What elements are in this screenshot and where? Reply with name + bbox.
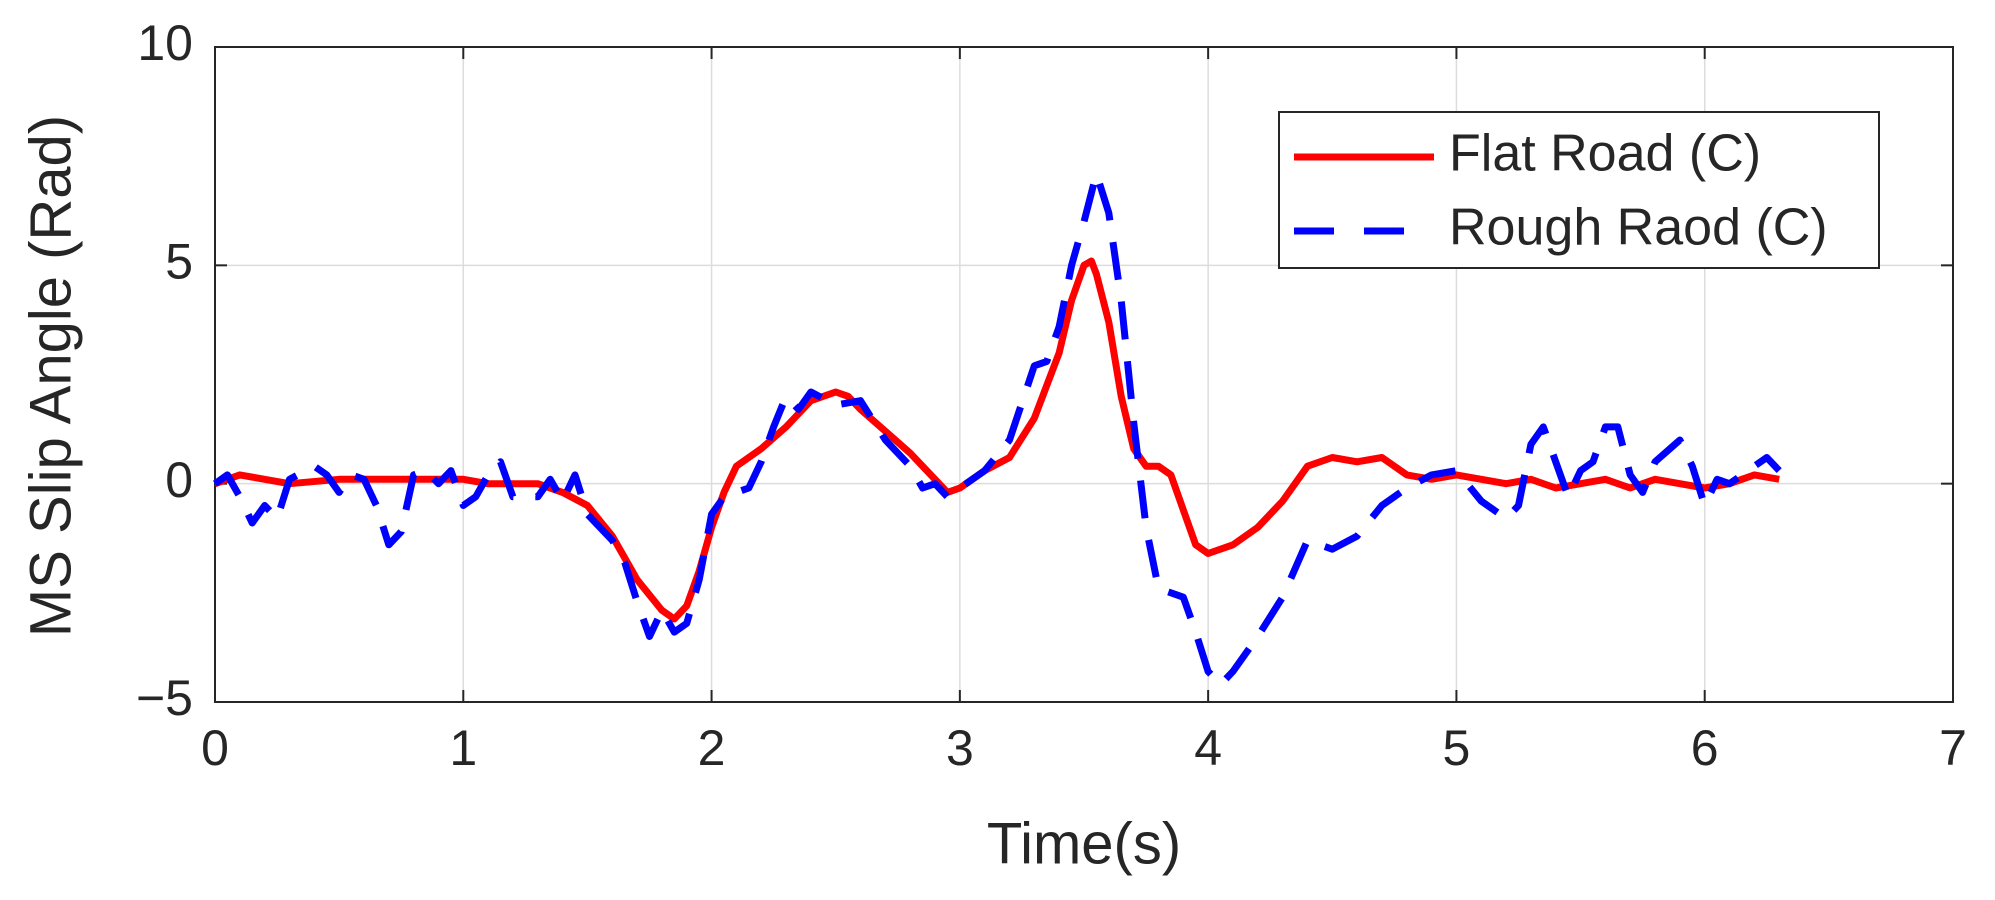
x-tick-label: 6 xyxy=(1691,720,1719,776)
y-tick-label: 10 xyxy=(137,15,193,71)
plot-frame xyxy=(214,46,1954,703)
x-tick-label: 0 xyxy=(201,720,229,776)
x-axis-label: Time(s) xyxy=(987,811,1181,876)
x-tick-label: 2 xyxy=(698,720,726,776)
data-line xyxy=(212,170,1782,688)
x-tick-label: 3 xyxy=(946,720,974,776)
x-tick-label: 7 xyxy=(1939,720,1967,776)
y-tick-label: −5 xyxy=(136,670,193,726)
legend-box xyxy=(1278,111,1880,269)
x-tick-label: 5 xyxy=(1443,720,1471,776)
legend-label: Rough Raod (C) xyxy=(1449,199,1828,257)
y-tick-label: 5 xyxy=(165,234,193,290)
x-tick-label: 4 xyxy=(1194,720,1222,776)
legend-label: Flat Road (C) xyxy=(1449,125,1761,183)
data-line xyxy=(213,257,1780,623)
y-axis-label: MS Slip Angle (Rad) xyxy=(18,115,83,637)
y-tick-label: 0 xyxy=(165,452,193,508)
x-tick-label: 1 xyxy=(449,720,477,776)
